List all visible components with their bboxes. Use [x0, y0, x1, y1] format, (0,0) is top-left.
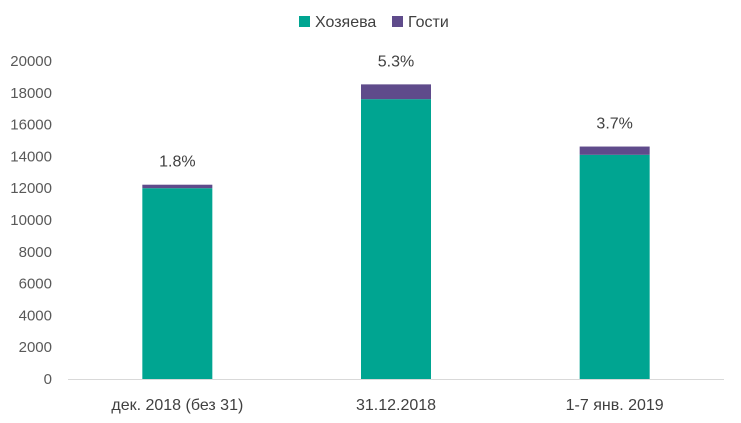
bar-hosts-2 — [361, 99, 431, 379]
legend-swatch-2 — [392, 16, 403, 27]
y-tick-label: 18000 — [10, 85, 52, 102]
x-axis: дек. 2018 (без 31) 31.12.2018 1-7 янв. 201… — [68, 379, 724, 414]
y-tick-label: 0 — [44, 371, 52, 388]
y-tick-label: 8000 — [19, 244, 52, 261]
x-tick-label-1: дек. 2018 (без 31) — [111, 397, 243, 414]
x-tick-label-3: 1-7 янв. 2019 — [566, 397, 664, 414]
legend-label-2: Гости — [408, 14, 449, 31]
y-axis: 0 2000 4000 6000 8000 10000 12000 14000 16000 180… — [10, 53, 52, 388]
bar-guests-1 — [142, 184, 213, 189]
y-tick-label: 2000 — [19, 339, 52, 356]
y-tick-label: 4000 — [19, 307, 52, 324]
bar-guests-2 — [361, 84, 431, 100]
y-tick-label: 14000 — [10, 148, 52, 165]
bar-hosts-3 — [579, 154, 650, 379]
y-tick-label: 6000 — [19, 276, 52, 293]
bar-guests-3 — [579, 146, 650, 155]
data-label-3: 3.7% — [596, 116, 632, 133]
x-tick-label-2: 31.12.2018 — [356, 397, 436, 414]
legend-swatch-1 — [299, 16, 310, 27]
legend: Хозяева Гости — [299, 14, 449, 31]
data-label-2: 5.3% — [378, 53, 414, 70]
bar-hosts-1 — [142, 188, 213, 379]
y-tick-label: 10000 — [10, 212, 52, 229]
y-tick-label: 20000 — [10, 53, 52, 70]
legend-label-1: Хозяева — [315, 14, 376, 31]
y-tick-label: 12000 — [10, 180, 52, 197]
data-label-1: 1.8% — [159, 154, 195, 171]
bars: 1.8% 5.3% 3.7% — [142, 53, 650, 379]
y-tick-label: 16000 — [10, 117, 52, 134]
